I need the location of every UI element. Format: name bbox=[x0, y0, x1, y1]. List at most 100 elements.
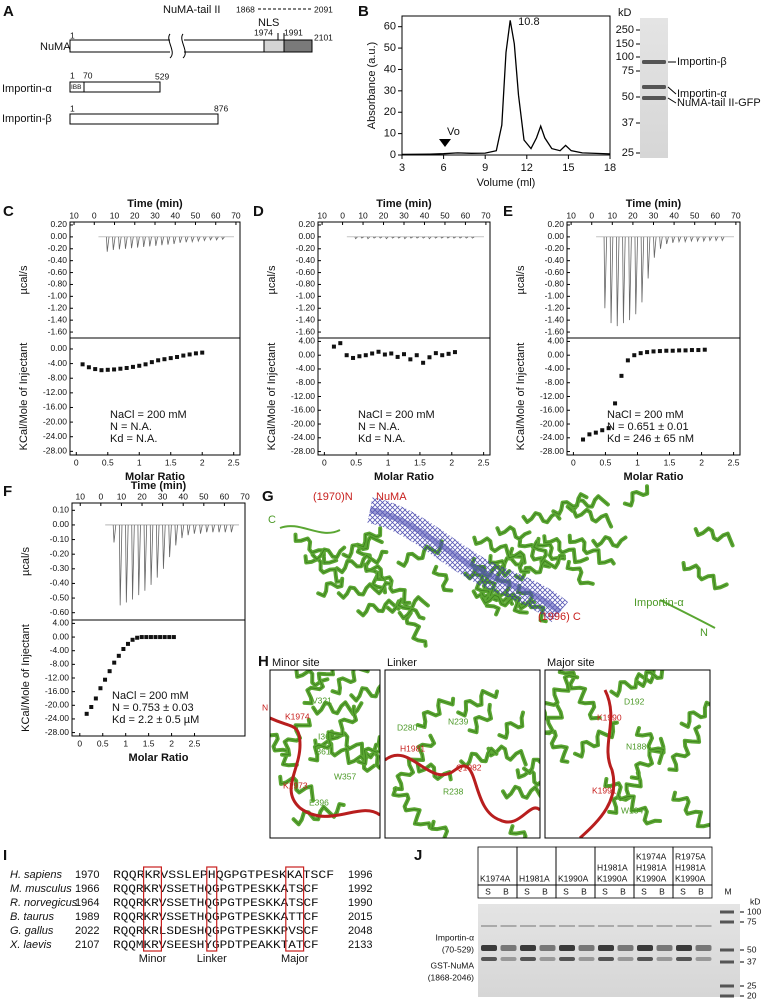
ladder-label: 100 bbox=[747, 906, 761, 916]
time-tick-label: 30 bbox=[399, 210, 409, 220]
y-tick-label: -28.00 bbox=[540, 446, 564, 456]
injection-peak bbox=[683, 236, 688, 244]
numa-tail-region bbox=[283, 39, 313, 53]
band-leader bbox=[667, 86, 677, 95]
injection-peak bbox=[708, 236, 713, 242]
injection-peak bbox=[172, 236, 177, 245]
helix-shade bbox=[695, 527, 733, 546]
gel-band bbox=[637, 957, 653, 961]
y-tick-label: 0.00 bbox=[52, 519, 69, 529]
fit-annotation: NaCl = 200 mM bbox=[358, 409, 435, 421]
x-tick-label: 1.5 bbox=[664, 457, 676, 467]
time-tick-label: 50 bbox=[191, 210, 201, 220]
y-tick-label: -8.00 bbox=[296, 377, 316, 387]
time-tick-label: 10 bbox=[608, 210, 618, 220]
y-tick-label: -0.40 bbox=[545, 255, 565, 265]
residue-label: K1974 bbox=[285, 711, 310, 721]
injection-peak bbox=[156, 524, 160, 578]
time-tick-label: 10 bbox=[117, 491, 127, 501]
gel-band bbox=[656, 925, 673, 927]
start-position: 1964 bbox=[75, 897, 99, 909]
numa-coil bbox=[578, 689, 616, 838]
y-tick-label: -8.00 bbox=[50, 659, 70, 669]
helix-shade bbox=[358, 600, 399, 616]
y-tick-label: 60 bbox=[384, 21, 396, 33]
time-tick-label: 60 bbox=[461, 210, 471, 220]
data-point bbox=[181, 353, 186, 358]
fraction-cell bbox=[672, 884, 713, 899]
data-point bbox=[427, 355, 432, 360]
helix bbox=[681, 561, 729, 591]
x-tick-label: 2 bbox=[699, 457, 704, 467]
band-label: NuMA-tail II-GFP bbox=[677, 97, 761, 109]
residue-label: I362 bbox=[318, 731, 335, 741]
y-tick-label: -0.60 bbox=[296, 267, 316, 277]
data-point bbox=[137, 363, 142, 368]
helix-shade bbox=[336, 551, 387, 573]
data-point bbox=[414, 353, 419, 358]
y-tick-label: -1.20 bbox=[296, 303, 316, 313]
injection-peak bbox=[634, 236, 638, 315]
helix-shade bbox=[545, 704, 563, 734]
injection-peak bbox=[471, 236, 475, 239]
injection-peak bbox=[217, 524, 222, 533]
helix-shade bbox=[431, 821, 448, 838]
terminus-label: (1970)N bbox=[313, 491, 353, 503]
y-tick-label: -0.40 bbox=[48, 255, 68, 265]
injection-peak bbox=[178, 236, 183, 243]
x-tick-label: 0.5 bbox=[102, 457, 114, 467]
y-tick-label: -24.00 bbox=[540, 432, 564, 442]
ladder-label: 50 bbox=[747, 944, 757, 954]
gel-band bbox=[642, 85, 666, 89]
injection-peak bbox=[160, 236, 165, 246]
data-point bbox=[351, 355, 356, 360]
site-title: Linker bbox=[387, 657, 417, 669]
position-label: 1991 bbox=[284, 27, 303, 37]
y-tick-label: -0.80 bbox=[48, 279, 68, 289]
y-tick-label: -1.40 bbox=[545, 314, 565, 324]
gel-band bbox=[559, 925, 575, 927]
x-tick-label: 12 bbox=[521, 162, 533, 174]
helix bbox=[571, 507, 614, 529]
y-axis-title: Absorbance (a.u.) bbox=[366, 42, 378, 129]
marker-label: 150 bbox=[616, 38, 634, 50]
data-point bbox=[193, 351, 198, 356]
time-tick-label: 40 bbox=[178, 491, 188, 501]
position-label: 2091 bbox=[314, 4, 333, 14]
x-tick-label: 9 bbox=[482, 162, 488, 174]
marker-label: 25 bbox=[622, 147, 634, 159]
time-tick-label: 20 bbox=[130, 210, 140, 220]
helix-shade bbox=[270, 734, 297, 766]
y-tick-label: -20.00 bbox=[43, 416, 67, 426]
time-tick-label: 0 bbox=[340, 210, 345, 220]
data-point bbox=[107, 669, 112, 674]
data-point bbox=[395, 354, 400, 359]
fraction-label: B bbox=[503, 886, 509, 896]
y-tick-label: 4.00 bbox=[547, 336, 564, 346]
residue-label: E396 bbox=[309, 797, 329, 807]
ladder-label: 20 bbox=[747, 990, 757, 1000]
injection-peak bbox=[166, 236, 171, 245]
injection-peak bbox=[125, 524, 129, 603]
y-tick-label: -1.20 bbox=[545, 303, 565, 313]
gel-band bbox=[500, 957, 517, 961]
residue-label: I361 bbox=[314, 746, 331, 756]
axis-title: Time (min) bbox=[626, 198, 682, 210]
helix-shade bbox=[573, 509, 612, 527]
y-tick-label: -0.20 bbox=[48, 243, 68, 253]
data-point bbox=[105, 367, 110, 372]
species: M. musculus bbox=[10, 883, 72, 895]
position-label: 1 bbox=[70, 103, 75, 113]
data-point bbox=[143, 362, 148, 367]
fraction-label: S bbox=[680, 886, 686, 896]
injection-peak bbox=[221, 236, 225, 241]
axis-title: Time (min) bbox=[127, 198, 183, 210]
injection-peak bbox=[458, 236, 463, 239]
injection-peak bbox=[191, 236, 195, 244]
helix-shade bbox=[499, 712, 524, 739]
panel-label: F bbox=[3, 483, 12, 500]
y-tick-label: -12.00 bbox=[45, 672, 69, 682]
y-tick-label: -0.20 bbox=[296, 243, 316, 253]
gel-band bbox=[637, 925, 653, 927]
fraction-label: S bbox=[602, 886, 608, 896]
